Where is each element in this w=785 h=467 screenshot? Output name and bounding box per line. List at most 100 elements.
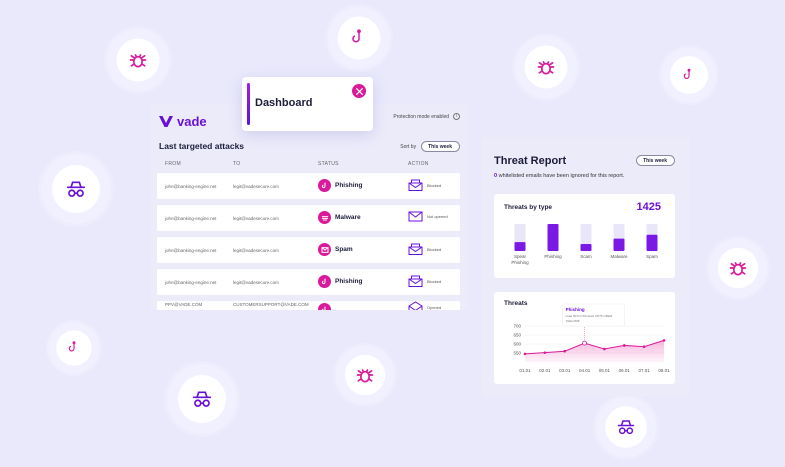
whitelist-summary: 0 whitelisted emails have been ignored f… (494, 173, 624, 179)
data-point (582, 340, 587, 346)
close-button[interactable] (352, 84, 366, 98)
y-tick-label: 600 (513, 342, 521, 347)
row-status-label: Malware (335, 214, 361, 221)
threats-total: 1425 (636, 201, 661, 213)
row-to: legit@vadesecure.com (233, 248, 279, 253)
report-title: Threat Report (494, 155, 567, 167)
sort-label: Sort by (400, 143, 417, 150)
x-tick-label: 03.01 (559, 368, 571, 373)
close-icon (355, 87, 363, 95)
area-fill (525, 340, 664, 362)
sort-dropdown[interactable]: This week (421, 141, 460, 152)
bar-category-label: Phishing (544, 254, 562, 259)
bar-category-label: Spam (646, 254, 658, 259)
vade-logo-icon (159, 116, 173, 127)
row-status: Phishing (318, 179, 362, 192)
hook-icon (68, 341, 76, 352)
bar (514, 242, 526, 251)
bug-icon (537, 61, 555, 75)
data-point (662, 339, 666, 342)
bar (646, 234, 658, 251)
column-header-from: FROM (165, 161, 181, 167)
column-header-to: TO (233, 161, 241, 167)
bar-category-label: Malware (610, 254, 628, 259)
row-from: john@banking-engine.net (165, 184, 217, 189)
row-status-label: Phishing (335, 182, 363, 189)
threats-area-chart: 700 650 600 550 01.01 02.01 03.01 04.01 05.01 06.… (513, 303, 670, 373)
sort-control: Sort by This week (400, 141, 460, 152)
table-row[interactable]: john@banking-engine.net legit@vadesecure… (157, 173, 460, 199)
bar (580, 243, 592, 251)
bug-bubble-bottom-center (333, 343, 397, 407)
protection-status: Protection mode enabled i (393, 113, 460, 120)
table-row[interactable]: john@banking-engine.net legit@vadesecure… (157, 269, 460, 295)
envelope-blocked-icon[interactable] (408, 275, 423, 287)
brand-logo[interactable]: vade (159, 114, 207, 129)
row-action: Blocked (408, 243, 441, 255)
table-row[interactable]: john@banking-engine.net legit@vadesecure… (157, 205, 460, 231)
bar-category-label: Scam (580, 254, 592, 259)
tooltip-title: Dashboard (255, 97, 313, 109)
hook-bubble-bottom-left (46, 320, 102, 376)
info-icon[interactable]: i (453, 113, 460, 120)
row-status-label: Spam (335, 246, 353, 253)
bug-icon (729, 262, 747, 276)
table-row[interactable]: PPV@VADE.COM CUSTOMERSUPPORT@VADE.COM Op… (157, 301, 460, 310)
row-status: Malware (318, 211, 361, 224)
spy-bubble-bottom-right (593, 394, 659, 460)
malware-icon (318, 211, 331, 224)
x-tick-label: 01.01 (519, 368, 531, 373)
x-tick-label: 02.01 (539, 368, 551, 373)
envelope-blocked-icon[interactable] (408, 243, 423, 255)
y-tick-label: 650 (513, 333, 521, 338)
hook-icon (318, 275, 331, 288)
envelope-icon[interactable] (408, 211, 423, 222)
threats-by-type-card: Threats by type 1425 Spear Phishing Phishi… (494, 194, 675, 278)
chart-title: Threats (504, 300, 528, 307)
x-tick-label: 08.01 (658, 368, 670, 373)
bug-icon (129, 54, 147, 68)
row-action-label: Opened (427, 304, 442, 310)
annotation-title: Phishing (566, 307, 585, 312)
bug-bubble-right (706, 236, 770, 300)
attacks-title: Last targeted attacks (159, 141, 245, 151)
data-point (622, 344, 626, 347)
y-tick-label: 550 (513, 351, 521, 356)
row-from: PPV@VADE.COM (165, 302, 203, 307)
data-point (563, 349, 567, 353)
row-to: legit@vadesecure.com (233, 184, 279, 189)
row-status (318, 303, 335, 310)
spy-icon (192, 391, 212, 407)
row-action-label: Blocked (427, 246, 442, 252)
hook-icon (352, 29, 361, 43)
envelope-blocked-icon[interactable] (408, 179, 423, 191)
data-point (523, 352, 527, 356)
x-tick-label: 06.01 (619, 368, 631, 373)
row-status: Phishing (318, 275, 362, 288)
bar-category-label: Phishing (511, 260, 529, 265)
column-header-status: STATUS (318, 161, 339, 167)
row-action: Not opened (408, 211, 448, 222)
series-line (524, 339, 665, 355)
spy-icon (617, 420, 635, 435)
y-tick-label: 700 (513, 324, 521, 329)
spy-icon (66, 181, 86, 197)
data-point (543, 351, 547, 354)
data-point (603, 347, 606, 351)
hook-icon (318, 303, 331, 310)
bar (547, 224, 559, 251)
row-to: legit@vadesecure.com (233, 216, 279, 221)
row-action-label: Blocked (427, 182, 442, 188)
chart-title: Threats by type (504, 204, 553, 211)
row-to: CUSTOMERSUPPORT@VADE.COM (233, 302, 309, 307)
report-period-dropdown[interactable]: This week (636, 155, 675, 166)
table-row[interactable]: john@banking-engine.net legit@vadesecure… (157, 237, 460, 263)
data-point (642, 345, 646, 348)
spam-icon (318, 243, 331, 256)
envelope-open-icon[interactable] (408, 301, 423, 310)
bar (613, 238, 625, 251)
bug-bubble-top-right (512, 33, 580, 101)
brand-name: vade (177, 114, 207, 129)
x-tick-label: 04.01 (579, 368, 591, 373)
